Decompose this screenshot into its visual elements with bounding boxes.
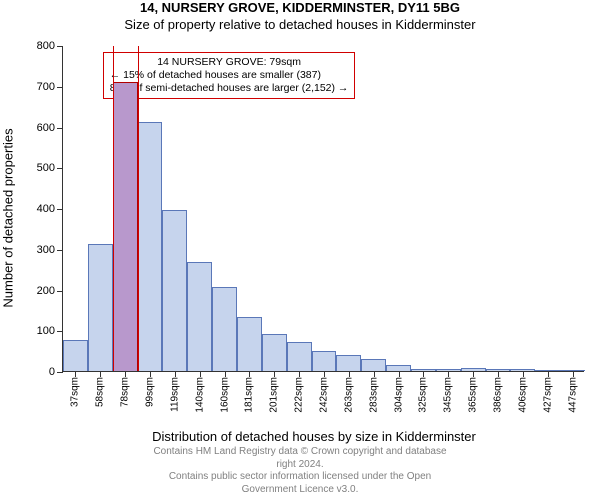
x-tick-label: 37sqm xyxy=(70,377,81,407)
histogram-bar xyxy=(287,342,312,371)
y-tick-label: 400 xyxy=(37,203,55,215)
histogram-bar xyxy=(361,359,386,371)
footer-line-1: Contains HM Land Registry data © Crown c… xyxy=(150,446,450,471)
x-tick-label: 386sqm xyxy=(493,377,504,413)
x-tick-label: 304sqm xyxy=(393,377,404,413)
y-tick xyxy=(57,331,63,332)
x-tick-label: 222sqm xyxy=(294,377,305,413)
y-tick xyxy=(57,128,63,129)
y-tick xyxy=(57,291,63,292)
y-tick-label: 0 xyxy=(49,366,55,378)
y-tick-label: 200 xyxy=(37,285,55,297)
y-tick-label: 600 xyxy=(37,122,55,134)
x-tick-label: 119sqm xyxy=(169,377,180,412)
y-tick-label: 700 xyxy=(37,81,55,93)
histogram-bar xyxy=(88,244,113,371)
y-tick-label: 300 xyxy=(37,244,55,256)
page-title: 14, NURSERY GROVE, KIDDERMINSTER, DY11 5… xyxy=(0,0,600,15)
y-tick xyxy=(57,209,63,210)
y-axis-label: Number of detached properties xyxy=(1,128,16,307)
histogram-bar xyxy=(212,287,237,371)
x-tick-label: 242sqm xyxy=(319,377,330,413)
y-tick xyxy=(57,168,63,169)
x-tick-label: 406sqm xyxy=(517,377,528,413)
histogram-bar xyxy=(262,334,287,371)
x-tick-label: 201sqm xyxy=(269,377,280,413)
x-tick-label: 58sqm xyxy=(95,377,106,407)
histogram-bar-highlight xyxy=(113,82,138,371)
x-tick-label: 140sqm xyxy=(194,377,205,413)
page-subtitle: Size of property relative to detached ho… xyxy=(0,17,600,32)
highlight-vline xyxy=(138,46,139,371)
annotation-line-1: 14 NURSERY GROVE: 79sqm xyxy=(110,56,349,69)
annotation-line-2: ← 15% of detached houses are smaller (38… xyxy=(110,69,349,82)
annotation-line-3: 84% of semi-detached houses are larger (… xyxy=(110,82,349,95)
y-tick xyxy=(57,250,63,251)
histogram-bar xyxy=(312,351,337,371)
x-tick-label: 181sqm xyxy=(244,377,255,413)
y-tick xyxy=(57,46,63,47)
histogram-bar xyxy=(138,122,163,371)
footer-line-2: Contains public sector information licen… xyxy=(150,471,450,496)
x-tick-label: 160sqm xyxy=(219,377,230,413)
x-tick-label: 447sqm xyxy=(567,377,578,413)
x-tick-label: 283sqm xyxy=(368,377,379,413)
histogram-bar xyxy=(187,262,212,371)
histogram-bar xyxy=(63,340,88,371)
y-tick xyxy=(57,87,63,88)
x-axis-label: Distribution of detached houses by size … xyxy=(152,429,476,444)
y-tick xyxy=(57,372,63,373)
highlight-vline xyxy=(113,46,114,371)
histogram-bar xyxy=(162,210,187,371)
y-tick-label: 500 xyxy=(37,162,55,174)
histogram-chart: Number of detached properties 14 NURSERY… xyxy=(44,46,584,390)
x-tick-label: 78sqm xyxy=(120,377,131,407)
histogram-bar xyxy=(336,355,361,371)
plot-area: 14 NURSERY GROVE: 79sqm ← 15% of detache… xyxy=(62,46,584,372)
x-tick-label: 99sqm xyxy=(145,377,156,407)
histogram-bar xyxy=(237,317,262,371)
y-tick-label: 100 xyxy=(37,325,55,337)
footer: Contains HM Land Registry data © Crown c… xyxy=(150,446,450,496)
y-tick-label: 800 xyxy=(37,40,55,52)
x-tick-label: 263sqm xyxy=(343,377,354,413)
x-tick-label: 365sqm xyxy=(468,377,479,413)
x-tick-label: 325sqm xyxy=(418,377,429,413)
x-tick-label: 427sqm xyxy=(542,377,553,413)
annotation-box: 14 NURSERY GROVE: 79sqm ← 15% of detache… xyxy=(103,52,356,99)
x-tick-label: 345sqm xyxy=(443,377,454,413)
